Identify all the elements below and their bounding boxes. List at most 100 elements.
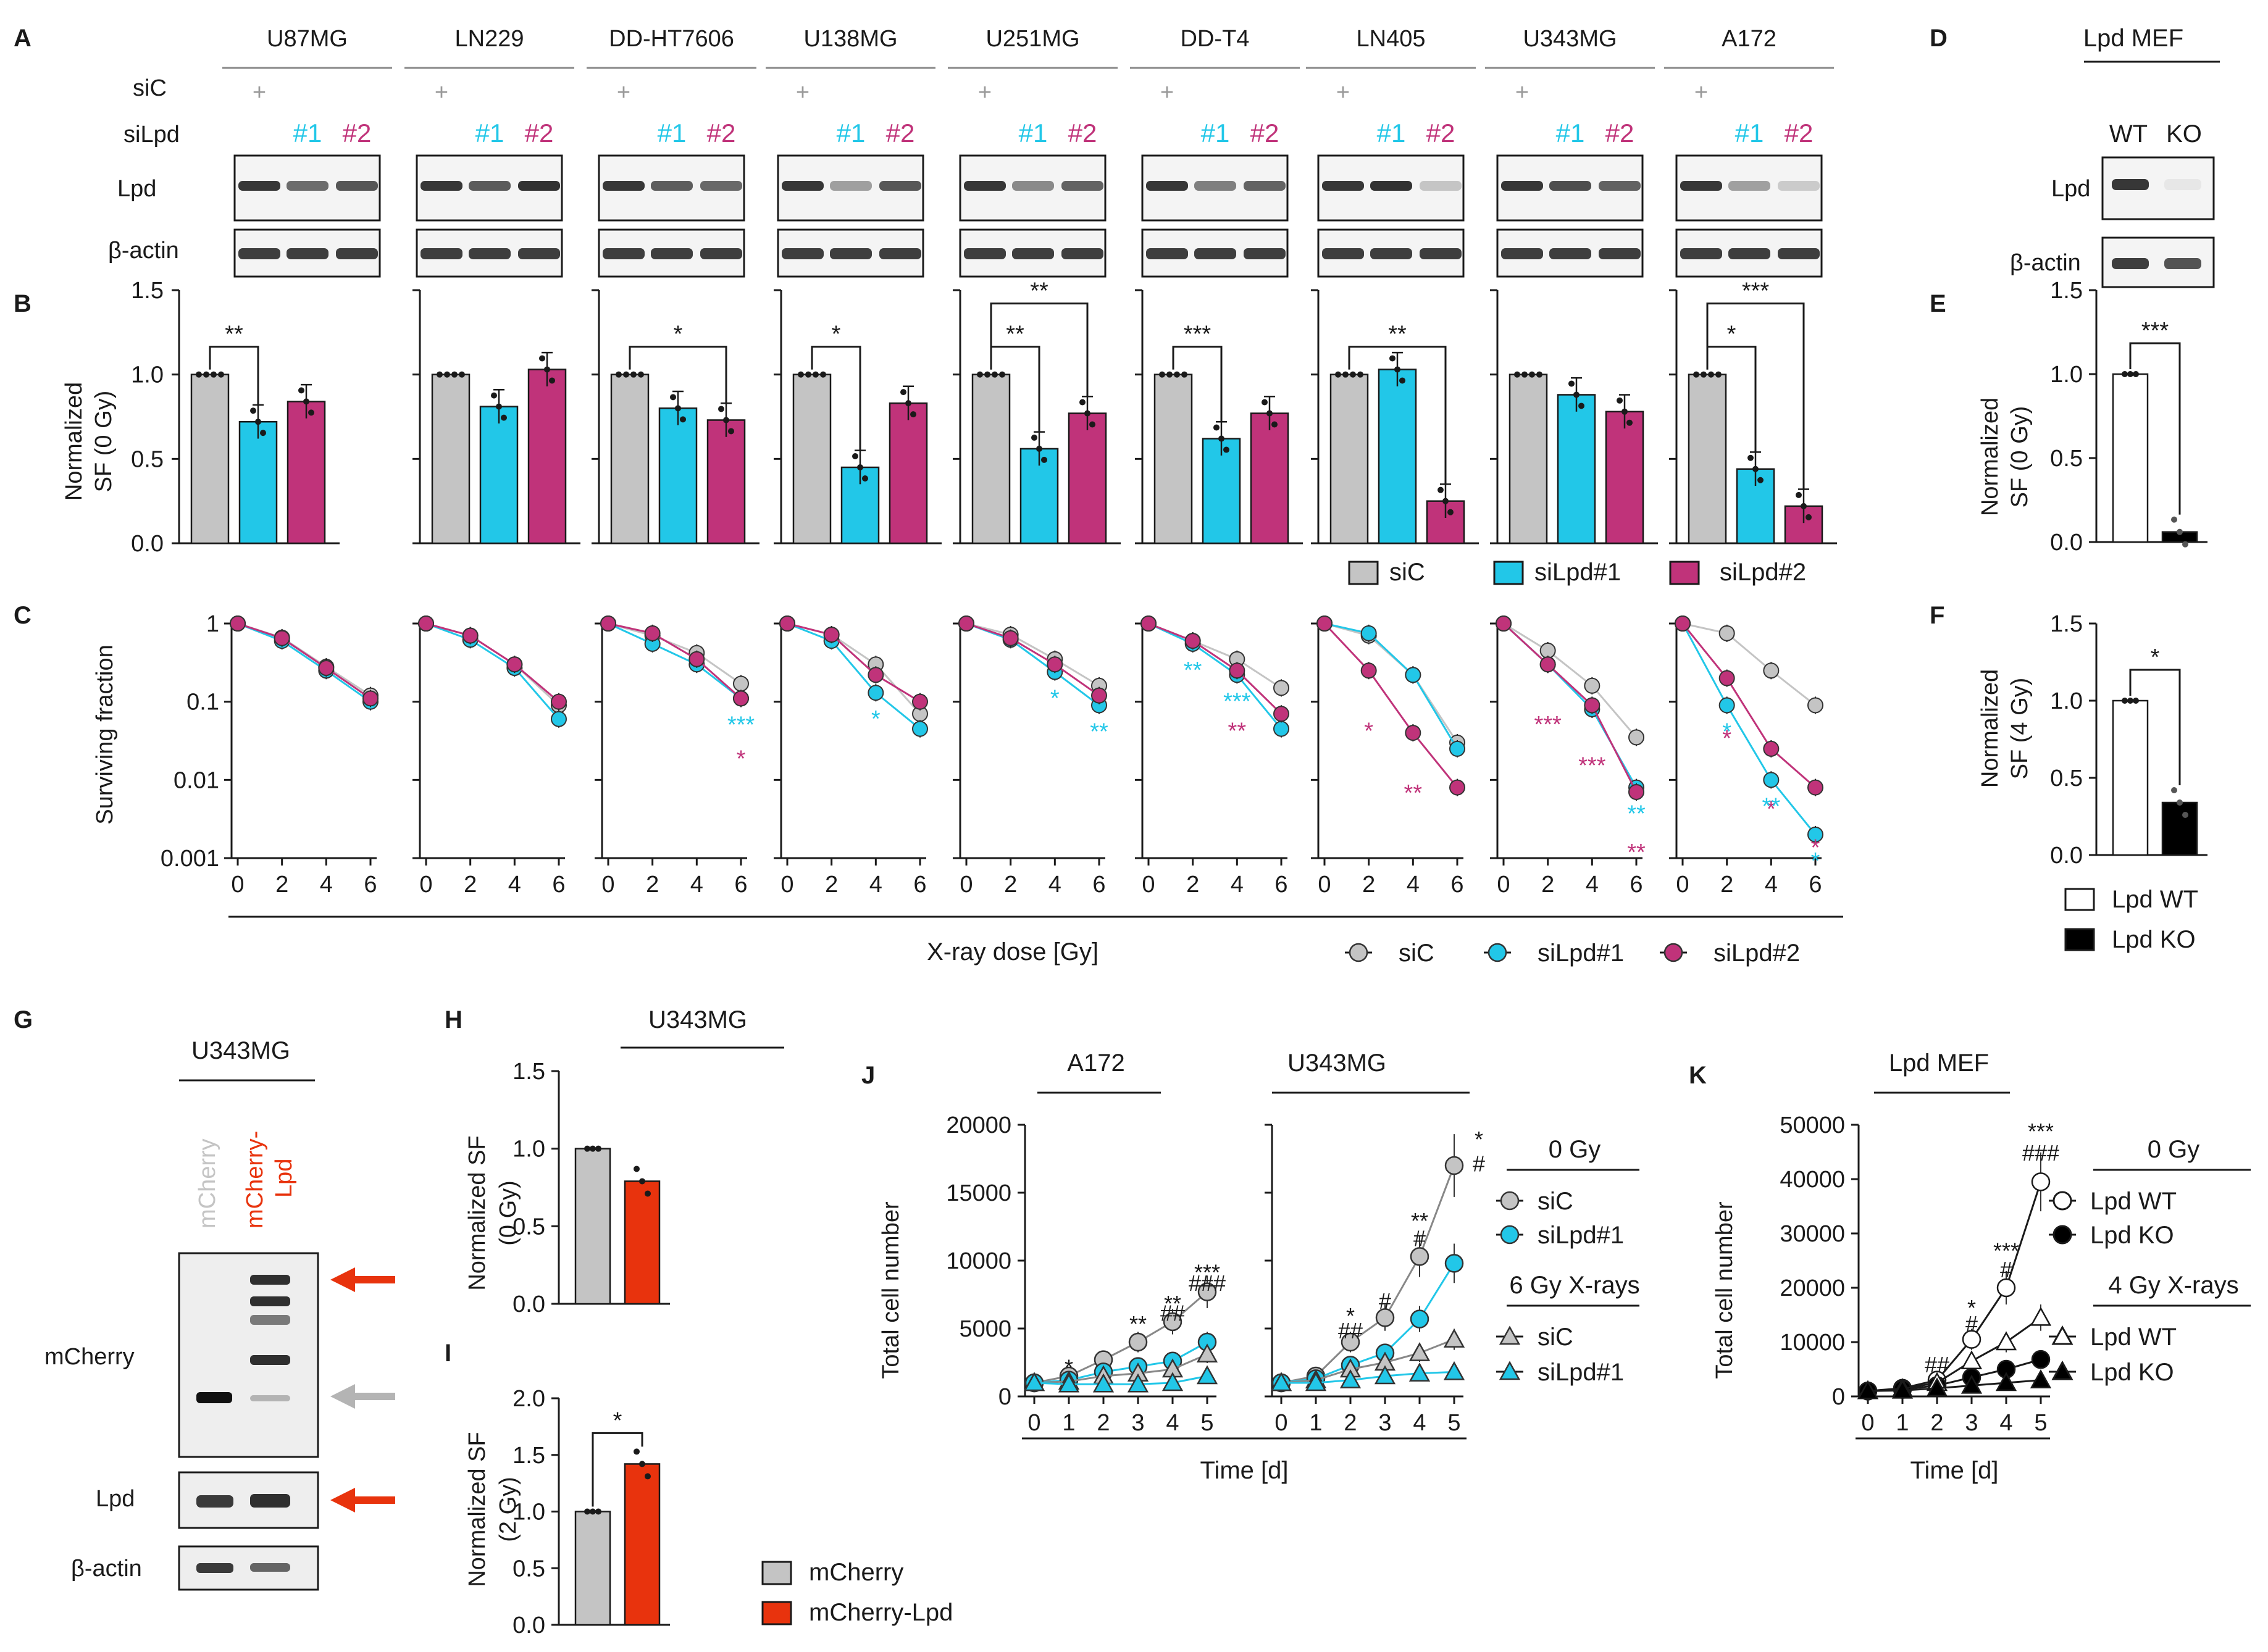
label-h: H [445,1006,462,1033]
sic-plus-5: + [1160,80,1174,106]
h-dot-0-1 [590,1145,596,1152]
c-line-5-2 [1148,622,1283,715]
b-sig-0-0-label: ** [225,322,243,348]
b-dot-0-0-0 [196,371,202,378]
sic-plus-0: + [253,80,266,106]
b-dot-5-0-2 [1174,371,1180,378]
b-dot-3-0-0 [798,371,804,378]
k-ytick-0: 0 [1832,1384,1845,1410]
legend-c-sic-marker [1349,943,1368,962]
lpd-band-8-0 [1680,181,1722,191]
b-dot-6-0-1 [1342,371,1349,378]
b-dot-4-1-1 [1036,445,1042,452]
legend-c-silpd1: siLpd#1 [1538,940,1624,967]
j-a172-pt-3-0 [1023,1372,1045,1391]
b-sig-6-0-bracket [1348,346,1447,484]
f-dot-1-0 [2171,787,2177,793]
j-legend-6gy: 6 Gy X-rays [1509,1272,1639,1299]
c-point-3-2-0 [779,615,795,632]
d-lpd-band-wt [2112,179,2149,190]
j-a172-pt-0-3 [1128,1332,1148,1352]
legend-b-silpd2-swatch [1669,561,1700,585]
panel-f-bar: Normalized SF (4 Gy) Lpd WT Lpd KO 0.0 0.… [1977,611,2207,953]
c-point-5-1-3 [1273,720,1289,737]
k-line-2 [1867,1317,2041,1392]
lpd-band-4-0 [964,181,1006,191]
c-xtick-5-3: 6 [1274,872,1287,898]
b-bar-5-2 [1250,412,1289,544]
cell-line-1: LN229 [455,26,524,52]
c-xtick-1-0: 0 [419,872,432,898]
b-dot-3-2-0 [900,389,906,396]
j-u343-pt-3-5 [1443,1361,1465,1380]
j-legend-sic-marker [1500,1191,1520,1211]
c-sig-9: ** [1404,780,1423,806]
label-g: G [14,1006,33,1033]
k-legend-ko: Lpd KO [2090,1222,2174,1249]
k-legend-wt4-marker [2051,1325,2073,1345]
c-line-6-0 [1324,622,1458,743]
silpd1-lane-5: #1 [1201,119,1230,148]
cell-line-8: A172 [1722,26,1776,52]
c-point-1-2-0 [418,615,434,632]
h-dot-1-0 [634,1166,640,1172]
lpd-band-4-2 [1061,181,1103,191]
c-point-8-1-2 [1763,772,1780,788]
label-c: C [14,602,31,629]
b-bar-1-1 [479,406,519,544]
k-pt-2-3 [1960,1350,1983,1370]
b-dot-5-1-1 [1218,435,1224,442]
k-pt-3-1 [1891,1379,1914,1399]
silpd2-lane-3: #2 [886,119,915,148]
k-legend-0gy: 0 Gy [2148,1136,2199,1163]
c-xtick-4-3: 6 [1092,872,1105,898]
b-dot-2-0-2 [630,371,637,378]
j-u343-pt-0-2 [1341,1332,1360,1352]
j-a172-ytick-4: 20000 [946,1112,1011,1138]
b-dot-5-2-2 [1271,421,1278,428]
legend-f-wt-swatch [2064,888,2095,911]
c-line-0-1 [237,622,371,703]
c-line-0-2 [237,622,371,699]
k-legend-wt4: Lpd WT [2090,1324,2177,1351]
k-sig-0: ## [1925,1352,1949,1377]
silpd1-lane-1: #1 [475,119,504,148]
c-point-7-0-3 [1628,729,1644,746]
d-title: Lpd MEF [2083,25,2183,52]
e-dot-0-2 [2133,371,2139,377]
legend-i-mcherry-lpd: mCherry-Lpd [809,1599,953,1626]
j-a172-pt-0-5 [1197,1282,1217,1301]
b-dot-3-0-2 [813,371,819,378]
b-dot-4-2-0 [1079,399,1086,406]
b-ytick-0: 0.0 [131,531,164,557]
b-dot-3-1-0 [852,453,858,459]
j-a172-xtick-4: 4 [1166,1410,1179,1436]
lpd-band-8-2 [1778,181,1820,191]
b-bar-3-1 [840,466,880,544]
c-point-8-2-1 [1718,670,1735,686]
legend-i-mcherry: mCherry [809,1559,903,1586]
b-dot-8-2-0 [1796,491,1802,498]
i-ytick-2: 1.0 [513,1500,545,1525]
g-arrow-free [330,1384,395,1409]
b-dot-2-1-1 [675,405,681,412]
b-dot-6-1-1 [1394,366,1400,373]
e-dot-1-1 [2177,528,2183,535]
j-a172-xtick-2: 2 [1097,1410,1110,1436]
c-xtick-6-3: 6 [1450,872,1463,898]
c-sig-15: * [1722,719,1731,745]
d-ko: KO [2166,120,2202,148]
j-legend-sic6: siC [1538,1324,1573,1351]
c-point-6-1-2 [1405,667,1421,683]
actin-row-label: β-actin [108,238,179,264]
h-ytick-3: 1.5 [513,1059,545,1085]
b-dot-1-2-0 [539,355,545,362]
label-d: D [1930,25,1948,52]
k-pt-2-5 [2030,1306,2052,1326]
b-dot-7-2-2 [1626,419,1633,426]
j-legend-0gy: 0 Gy [1549,1136,1601,1163]
k-xtick-3: 3 [1965,1410,1978,1436]
b-sig-3-0-label: * [832,322,841,348]
actin-band-8-0 [1680,248,1722,259]
c-sig-14: * [1722,726,1731,752]
